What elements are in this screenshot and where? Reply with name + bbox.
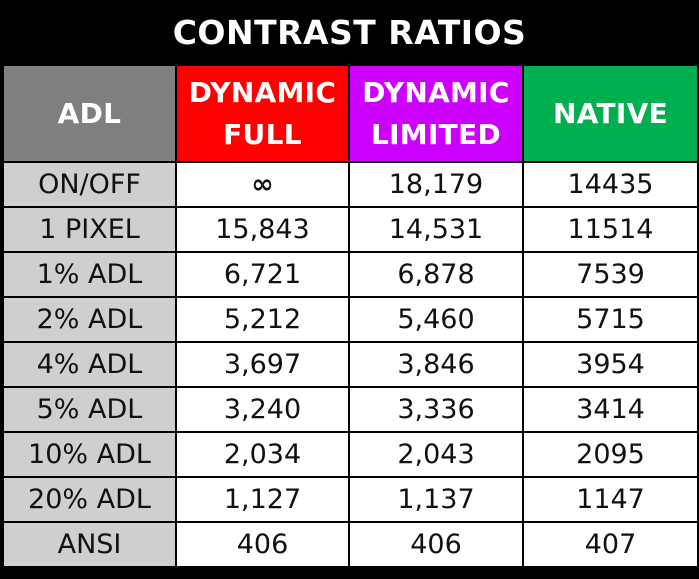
- table-row: 2% ADL 5,212 5,460 5715: [2, 296, 699, 343]
- cell-dynamic-limited: 406: [348, 521, 524, 568]
- row-label: 1% ADL: [2, 251, 177, 298]
- cell-dynamic-full: 1,127: [175, 476, 350, 523]
- table-row: 20% ADL 1,127 1,137 1147: [2, 476, 699, 523]
- row-label: 1 PIXEL: [2, 206, 177, 253]
- cell-dynamic-limited: 1,137: [348, 476, 524, 523]
- header-dynamic-limited: DYNAMIC LIMITED: [348, 64, 524, 163]
- cell-dynamic-full: 6,721: [175, 251, 350, 298]
- cell-dynamic-limited: 2,043: [348, 431, 524, 478]
- cell-dynamic-limited: 3,336: [348, 386, 524, 433]
- header-dynamic-full-line2: FULL: [223, 117, 302, 151]
- cell-native: 11514: [522, 206, 699, 253]
- cell-native: 14435: [522, 161, 699, 208]
- cell-dynamic-full: 3,697: [175, 341, 350, 388]
- row-label: 10% ADL: [2, 431, 177, 478]
- table-title: CONTRAST RATIOS: [172, 12, 527, 52]
- cell-dynamic-limited: 6,878: [348, 251, 524, 298]
- header-native: NATIVE: [522, 64, 699, 163]
- cell-native: 407: [522, 521, 699, 568]
- table-row: 5% ADL 3,240 3,336 3414: [2, 386, 699, 433]
- cell-native: 1147: [522, 476, 699, 523]
- table-row: 4% ADL 3,697 3,846 3954: [2, 341, 699, 388]
- cell-dynamic-limited: 14,531: [348, 206, 524, 253]
- header-dynamic-limited-line1: DYNAMIC: [362, 75, 510, 109]
- cell-native: 2095: [522, 431, 699, 478]
- header-dynamic-full: DYNAMIC FULL: [175, 64, 350, 163]
- cell-native: 3414: [522, 386, 699, 433]
- cell-dynamic-full: 2,034: [175, 431, 350, 478]
- cell-native: 7539: [522, 251, 699, 298]
- row-label: 5% ADL: [2, 386, 177, 433]
- row-label: 20% ADL: [2, 476, 177, 523]
- row-label: ON/OFF: [2, 161, 177, 208]
- row-label: ANSI: [2, 521, 177, 568]
- table-row: ON/OFF ∞ 18,179 14435: [2, 161, 699, 208]
- table-row: 10% ADL 2,034 2,043 2095: [2, 431, 699, 478]
- header-native-label: NATIVE: [552, 96, 669, 130]
- cell-dynamic-full: 15,843: [175, 206, 350, 253]
- cell-dynamic-full: 5,212: [175, 296, 350, 343]
- table-row: 1% ADL 6,721 6,878 7539: [2, 251, 699, 298]
- cell-dynamic-full: ∞: [175, 161, 350, 208]
- table-row: ANSI 406 406 407: [2, 521, 699, 568]
- header-row: ADL DYNAMIC FULL DYNAMIC LIMITED NATIVE: [2, 64, 699, 163]
- header-dynamic-limited-line2: LIMITED: [370, 117, 502, 151]
- table-row: 1 PIXEL 15,843 14,531 11514: [2, 206, 699, 253]
- cell-native: 5715: [522, 296, 699, 343]
- cell-dynamic-limited: 18,179: [348, 161, 524, 208]
- cell-native: 3954: [522, 341, 699, 388]
- header-adl: ADL: [2, 64, 177, 163]
- cell-dynamic-limited: 3,846: [348, 341, 524, 388]
- cell-dynamic-limited: 5,460: [348, 296, 524, 343]
- header-adl-label: ADL: [57, 96, 122, 130]
- header-dynamic-full-line1: DYNAMIC: [188, 75, 337, 109]
- contrast-ratio-table: ADL DYNAMIC FULL DYNAMIC LIMITED NATIVE …: [2, 64, 699, 568]
- row-label: 2% ADL: [2, 296, 177, 343]
- cell-dynamic-full: 3,240: [175, 386, 350, 433]
- row-label: 4% ADL: [2, 341, 177, 388]
- cell-dynamic-full: 406: [175, 521, 350, 568]
